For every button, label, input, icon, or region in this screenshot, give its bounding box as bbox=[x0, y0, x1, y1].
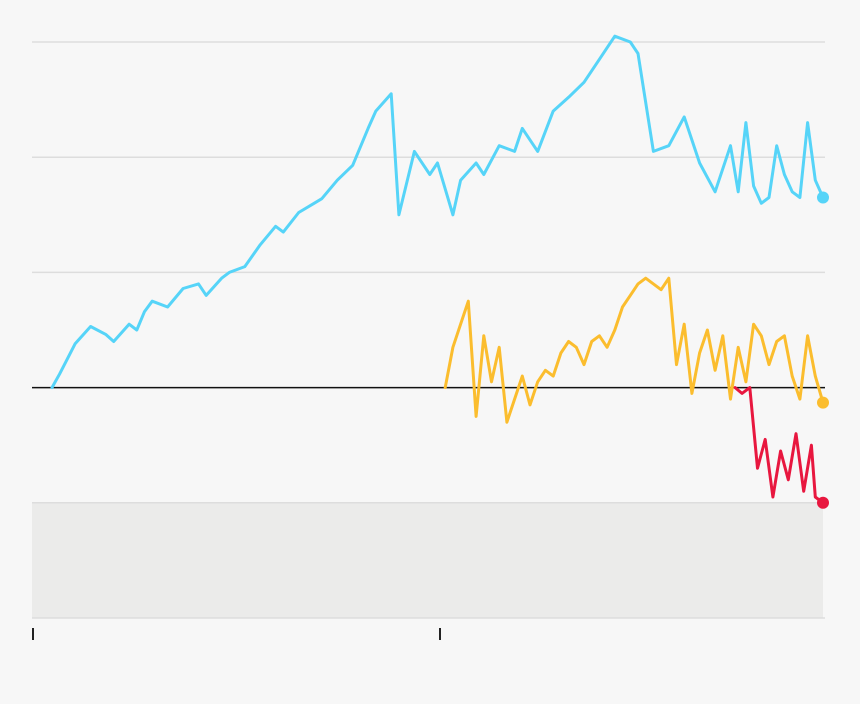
series-end-point-3 bbox=[817, 496, 829, 509]
series-line-3 bbox=[733, 386, 825, 505]
x-ticks-layer bbox=[32, 628, 441, 640]
series-line-1 bbox=[50, 34, 825, 390]
shaded-region-layer bbox=[32, 502, 823, 618]
series-end-point-2 bbox=[817, 396, 829, 409]
gridlines-layer bbox=[32, 41, 825, 619]
series-line-2 bbox=[443, 276, 825, 424]
series-end-point-1 bbox=[817, 191, 829, 204]
series-layer bbox=[50, 34, 829, 509]
shaded-region bbox=[32, 502, 823, 618]
